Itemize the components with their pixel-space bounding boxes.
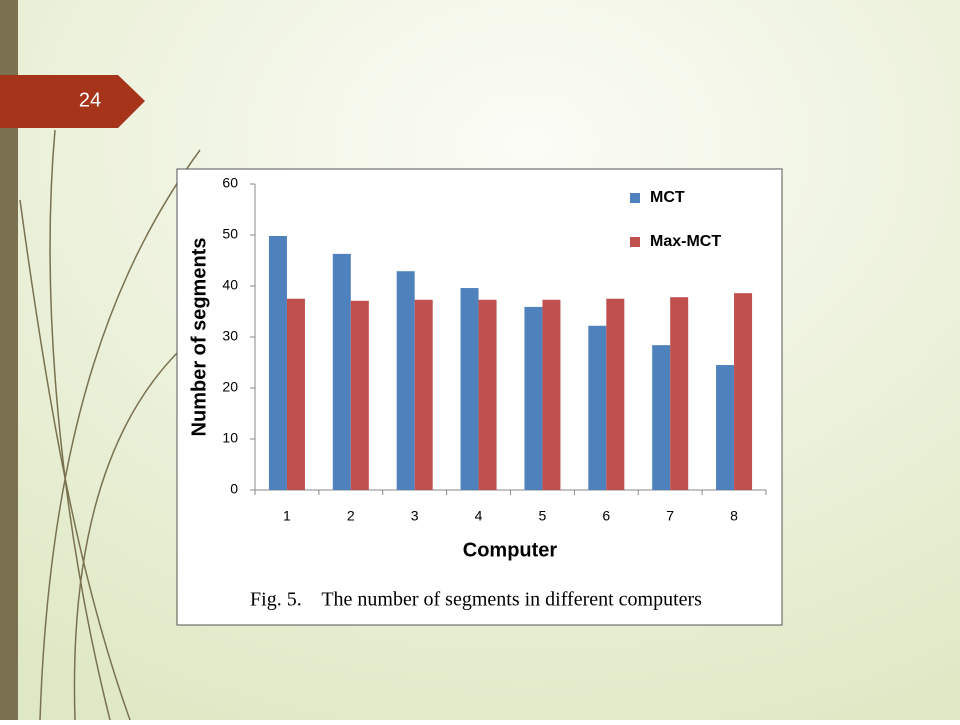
- bar: [670, 297, 689, 490]
- x-tick-label: 4: [475, 508, 483, 524]
- bar: [350, 300, 369, 490]
- bar: [460, 288, 479, 490]
- bar: [268, 236, 287, 490]
- side-stripe: [0, 0, 18, 720]
- bar: [716, 365, 735, 490]
- legend-label: Max-MCT: [650, 233, 721, 250]
- y-tick-label: 10: [222, 430, 238, 446]
- bar: [734, 293, 753, 490]
- y-tick-label: 20: [222, 379, 238, 395]
- x-tick-label: 7: [666, 508, 674, 524]
- x-axis-label: Computer: [463, 539, 558, 561]
- x-tick-label: 1: [283, 508, 291, 524]
- chart: Number of segments Computer Fig. 5. The …: [176, 168, 783, 626]
- bar: [542, 299, 561, 490]
- x-tick-label: 3: [411, 508, 419, 524]
- x-tick-label: 8: [730, 508, 738, 524]
- slide-number-tab: [0, 75, 145, 128]
- y-tick-label: 60: [222, 175, 238, 191]
- x-tick-label: 6: [602, 508, 610, 524]
- bar: [652, 345, 671, 490]
- bar: [524, 306, 543, 490]
- bar: [286, 298, 305, 490]
- x-tick-label: 2: [347, 508, 355, 524]
- caption: Fig. 5. The number of segments in differ…: [250, 589, 702, 611]
- bar: [332, 253, 351, 490]
- y-tick-label: 50: [222, 226, 238, 242]
- y-tick-label: 30: [222, 328, 238, 344]
- y-axis-label: Number of segments: [188, 238, 210, 437]
- bar: [414, 299, 433, 490]
- decorative-lines: [19, 129, 201, 721]
- legend-swatch: [630, 193, 640, 203]
- bar: [606, 298, 625, 490]
- y-tick-label: 0: [230, 481, 238, 497]
- slide-number: 24: [79, 89, 101, 111]
- bar: [588, 325, 607, 490]
- bar: [396, 271, 415, 490]
- x-tick-label: 5: [539, 508, 547, 524]
- bar: [478, 299, 497, 490]
- y-tick-label: 40: [222, 277, 238, 293]
- legend-swatch: [630, 237, 640, 247]
- legend-label: MCT: [650, 189, 685, 206]
